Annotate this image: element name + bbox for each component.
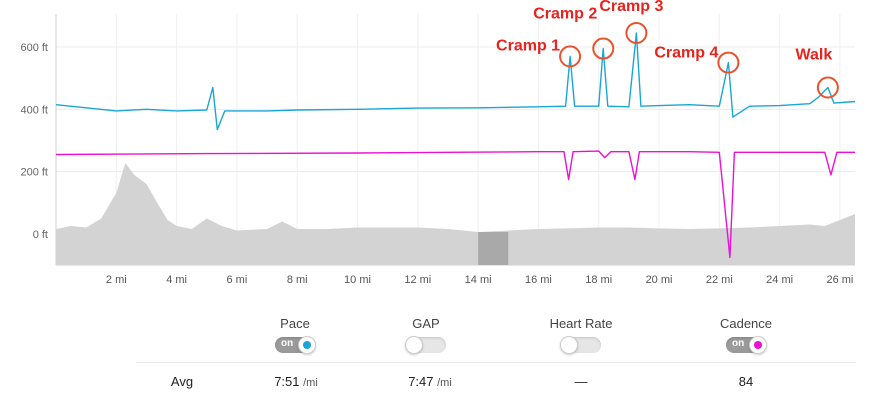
cadence-control: Cadence on [686,316,806,354]
elevation-fill [56,163,855,265]
x-tick-label: 16 mi [525,274,552,286]
avg-pace-value: 7:51 [274,374,300,389]
annotation-circle [717,51,740,74]
cadence-toggle-knob [749,336,767,354]
y-tick-label: 0 ft [33,229,48,241]
avg-pace-unit: /mi [303,377,318,389]
heart-rate-control: Heart Rate [521,316,641,354]
x-axis-labels: 2 mi 4 mi 6 mi 8 mi 10 mi 12 mi 14 mi 16 mi 18 m… [106,274,853,286]
pace-control: Pace on [235,316,355,354]
avg-cadence: 84 [738,374,754,389]
x-tick-label: 2 mi [106,274,127,286]
heart-rate-toggle-knob [560,336,578,354]
x-tick-label: 6 mi [227,274,248,286]
gap-toggle-knob [405,336,423,354]
x-tick-label: 24 mi [766,274,793,286]
pace-dot [303,341,311,349]
avg-gap: 7:47 /mi [385,374,475,389]
x-tick-label: 14 mi [465,274,492,286]
annotation-circle [625,21,648,44]
y-tick-label: 600 ft [20,42,48,54]
cadence-toggle-text: on [732,338,745,349]
pace-label: Pace [280,316,310,331]
x-tick-label: 26 mi [826,274,853,286]
annotation-label: Cramp 3 [599,0,663,15]
activity-chart[interactable]: 600 ft 400 ft 200 ft 0 ft 2 mi 4 mi 6 mi 8 mi 1… [0,0,889,300]
x-tick-label: 20 mi [646,274,673,286]
avg-gap-unit: /mi [437,377,452,389]
x-tick-label: 18 mi [585,274,612,286]
series-line-pace [55,32,856,131]
cadence-label: Cadence [719,316,773,331]
heart-rate-label: Heart Rate [549,316,613,331]
y-axis-labels: 600 ft 400 ft 200 ft 0 ft [20,42,48,241]
pace-toggle-knob [298,336,316,354]
elevation-area [56,163,855,265]
y-tick-label: 400 ft [20,104,48,116]
series-line-cadence [55,150,855,259]
annotation-circle [559,45,582,68]
annotation-label: Cramp 4 [654,45,718,62]
x-tick-label: 8 mi [287,274,308,286]
gap-control: GAP [366,316,486,354]
gap-toggle[interactable] [405,336,446,354]
pace-toggle[interactable]: on [275,336,316,354]
cadence-dot [754,341,762,349]
pace-toggle-text: on [281,338,294,349]
heart-rate-toggle[interactable] [560,336,601,354]
annotation-circle [592,37,615,60]
x-tick-label: 4 mi [166,274,187,286]
annotation-label: Walk [795,47,832,64]
chart-series [55,32,856,259]
elevation-highlight [478,232,509,265]
chart-annotations: Cramp 1 Cramp 2 Cramp 3 Cramp 4 Walk [496,0,839,99]
avg-gap-value: 7:47 [408,374,434,389]
annotation-label: Cramp 1 [496,37,560,54]
averages-row: Avg 7:51 /mi 7:47 /mi — 84 [136,362,856,401]
cadence-toggle[interactable]: on [726,336,767,354]
avg-label: Avg [170,374,194,389]
chart-grid [55,14,855,266]
gap-label: GAP [412,316,440,331]
annotation-label: Cramp 2 [533,6,597,23]
avg-heart-rate: — [574,374,588,389]
x-tick-label: 22 mi [706,274,733,286]
x-tick-label: 12 mi [404,274,431,286]
y-tick-label: 200 ft [20,167,48,179]
x-tick-label: 10 mi [344,274,371,286]
annotation-circle [816,76,839,99]
avg-pace: 7:51 /mi [251,374,341,389]
